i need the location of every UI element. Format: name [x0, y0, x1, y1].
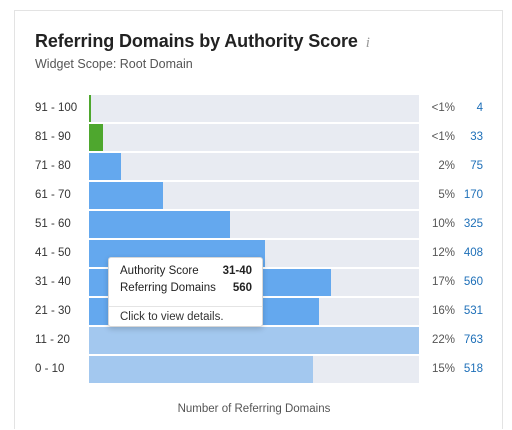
- tooltip-domains-value: 560: [232, 282, 252, 294]
- bar-category-label: 31 - 40: [35, 276, 71, 288]
- bar-percent-label: 17%: [431, 276, 455, 288]
- bar-count-link[interactable]: 4: [476, 102, 483, 114]
- bar-percent-label: 10%: [431, 218, 455, 230]
- bar-track[interactable]: [89, 327, 419, 354]
- bar-count-link[interactable]: 75: [470, 160, 483, 172]
- bar-track[interactable]: [89, 95, 419, 122]
- tooltip-domains-row: Referring Domains 560: [120, 280, 252, 296]
- bar-count-link[interactable]: 408: [463, 247, 483, 259]
- bar-percent-label: 22%: [431, 334, 455, 346]
- bar[interactable]: [89, 356, 314, 383]
- tooltip-divider: [109, 306, 262, 307]
- bar-category-label: 11 - 20: [35, 334, 70, 346]
- bar-row[interactable]: 91 - 100 <1% 4: [15, 95, 504, 122]
- tooltip-authority-row: Authority Score 31-40: [120, 263, 252, 279]
- bar-category-label: 51 - 60: [35, 218, 71, 230]
- bar-category-label: 0 - 10: [35, 363, 65, 375]
- bar-category-label: 41 - 50: [35, 247, 71, 259]
- bar-category-label: 91 - 100: [35, 102, 78, 114]
- bar[interactable]: [89, 327, 419, 354]
- bar-count-link[interactable]: 763: [463, 334, 483, 346]
- bar-row[interactable]: 51 - 60 10% 325: [15, 211, 504, 238]
- bar-track[interactable]: [89, 182, 419, 209]
- widget-title: Referring Domains by Authority Score: [35, 31, 358, 51]
- bar-count-link[interactable]: 170: [463, 189, 483, 201]
- tooltip-authority-value: 31-40: [222, 265, 252, 277]
- bar-percent-label: 12%: [431, 247, 455, 259]
- widget-scope-label: Widget Scope: Root Domain: [35, 57, 193, 71]
- bar-percent-label: <1%: [431, 102, 455, 114]
- bar-category-label: 61 - 70: [35, 189, 71, 201]
- bar-percent-label: 5%: [438, 189, 455, 201]
- bar-track[interactable]: [89, 153, 419, 180]
- bar-row[interactable]: 0 - 10 15% 518: [15, 356, 504, 383]
- bar-category-label: 21 - 30: [35, 305, 71, 317]
- bar-tooltip[interactable]: Authority Score 31-40 Referring Domains …: [108, 257, 263, 327]
- bar-count-link[interactable]: 325: [463, 218, 483, 230]
- bar-category-label: 71 - 80: [35, 160, 71, 172]
- bar-track[interactable]: [89, 211, 419, 238]
- bar-row[interactable]: 71 - 80 2% 75: [15, 153, 504, 180]
- tooltip-hint: Click to view details.: [120, 311, 224, 323]
- bar-percent-label: 16%: [431, 305, 455, 317]
- bar[interactable]: [89, 211, 230, 238]
- bar-category-label: 81 - 90: [35, 131, 71, 143]
- bar-percent-label: 2%: [438, 160, 455, 172]
- bar-count-link[interactable]: 33: [470, 131, 483, 143]
- bar-row[interactable]: 81 - 90 <1% 33: [15, 124, 504, 151]
- bar-row[interactable]: 11 - 20 22% 763: [15, 327, 504, 354]
- bar-count-link[interactable]: 531: [463, 305, 483, 317]
- bar-track[interactable]: [89, 124, 419, 151]
- bar-track[interactable]: [89, 356, 419, 383]
- bar[interactable]: [89, 124, 104, 151]
- widget-header: Referring Domains by Authority Score i: [35, 31, 370, 52]
- bar[interactable]: [89, 95, 91, 122]
- tooltip-authority-label: Authority Score: [120, 265, 199, 277]
- x-axis-label: Number of Referring Domains: [177, 403, 331, 415]
- bar-row[interactable]: 61 - 70 5% 170: [15, 182, 504, 209]
- info-icon[interactable]: i: [365, 35, 370, 51]
- bar[interactable]: [89, 182, 163, 209]
- bar-count-link[interactable]: 560: [463, 276, 483, 288]
- bar-percent-label: <1%: [431, 131, 455, 143]
- referring-domains-widget: Referring Domains by Authority Score i W…: [14, 10, 503, 429]
- bar-percent-label: 15%: [431, 363, 455, 375]
- tooltip-domains-label: Referring Domains: [120, 282, 216, 294]
- bar-count-link[interactable]: 518: [463, 363, 483, 375]
- bar[interactable]: [89, 153, 122, 180]
